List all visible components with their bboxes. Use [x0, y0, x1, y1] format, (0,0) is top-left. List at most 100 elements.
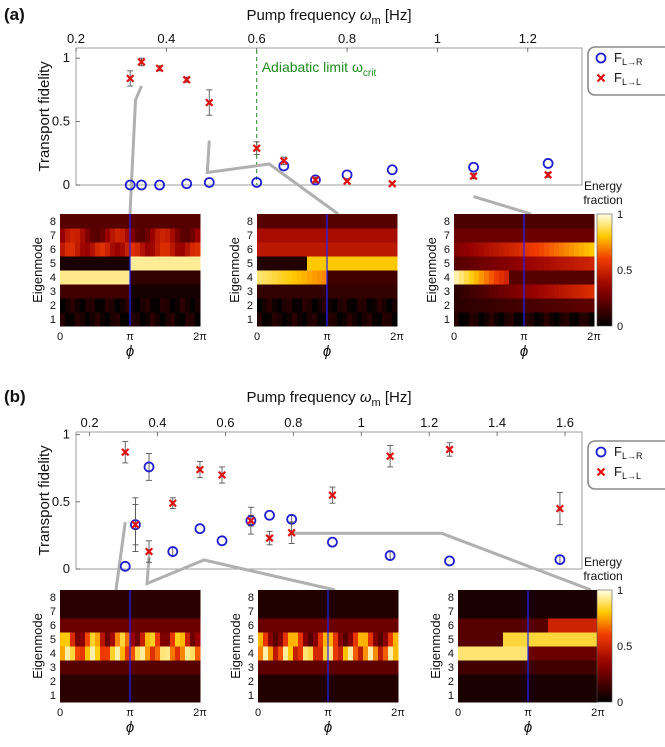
- heatmap-cell: [120, 214, 126, 229]
- heatmap-cell: [499, 298, 505, 313]
- heatmap-cell: [262, 242, 268, 257]
- heatmap-cell: [95, 590, 101, 605]
- heatmap-cell: [105, 646, 111, 661]
- heatmap-cell: [539, 270, 545, 285]
- heatmap-cell: [383, 604, 389, 619]
- heatmap-y-tick-label: 6: [248, 620, 254, 632]
- heatmap-cell: [268, 632, 274, 647]
- heatmap-cell: [363, 660, 369, 675]
- heatmap-cell: [373, 590, 379, 605]
- heatmap-cell: [534, 312, 540, 327]
- heatmap-cell: [558, 618, 564, 633]
- heatmap-cell: [130, 674, 136, 689]
- heatmap-cell: [332, 214, 338, 229]
- data-point-circle: [310, 174, 321, 186]
- heatmap-cell: [549, 214, 555, 229]
- heatmap-cell: [544, 312, 550, 327]
- heatmap-cell: [185, 214, 191, 229]
- heatmap-cell: [85, 228, 91, 243]
- legend-circle-marker: [595, 52, 607, 64]
- heatmap-cell: [463, 660, 469, 675]
- y-tick-label: 1: [63, 50, 70, 65]
- heatmap-cell: [90, 256, 96, 271]
- heatmap-cell: [372, 298, 378, 313]
- heatmap-cell: [95, 618, 101, 633]
- legend-label-sub: L→R: [622, 451, 643, 461]
- heatmap-cell: [333, 590, 339, 605]
- heatmap-cell: [469, 256, 475, 271]
- heatmap-cell: [175, 270, 181, 285]
- heatmap-cell: [90, 618, 96, 633]
- heatmap-cell: [65, 660, 71, 675]
- heatmap-cell: [484, 256, 490, 271]
- heatmap-cell: [392, 242, 398, 257]
- heatmap-cell: [282, 256, 288, 271]
- heatmap-cell: [100, 298, 106, 313]
- heatmap-cell: [378, 618, 384, 633]
- x-tick-label: 0.2: [67, 31, 85, 46]
- heatmap-cell: [514, 214, 520, 229]
- heatmap-x-tick-label: π: [324, 707, 332, 719]
- heatmap-cell: [185, 256, 191, 271]
- heatmap-cell: [468, 632, 474, 647]
- heatmap-cell: [120, 604, 126, 619]
- data-point-circle: [203, 177, 215, 188]
- heatmap-cell: [508, 688, 514, 703]
- heatmap-cell: [363, 618, 369, 633]
- heatmap-cell: [65, 312, 71, 327]
- heatmap-cell: [563, 632, 569, 647]
- heatmap-cell: [60, 270, 66, 285]
- heatmap-y-tick-label: 3: [444, 286, 450, 298]
- heatmap-cell: [190, 618, 196, 633]
- heatmap-cell: [115, 284, 121, 299]
- colorbar-bar: [596, 213, 613, 327]
- heatmap-cell: [80, 228, 86, 243]
- heatmap-cell: [338, 632, 344, 647]
- data-point-circle: [251, 177, 263, 188]
- heatmap-cell: [130, 632, 136, 647]
- series-l-to-r: [124, 158, 554, 191]
- heatmap-cell: [125, 688, 131, 703]
- heatmap-cell: [273, 646, 279, 661]
- heatmap-cell: [538, 660, 544, 675]
- x-axis-label: Pump frequency ωm [Hz]: [246, 389, 411, 409]
- heatmap-cell: [368, 674, 374, 689]
- heatmap-cell: [578, 590, 584, 605]
- heatmap-cell: [293, 632, 299, 647]
- heatmap-cell: [65, 674, 71, 689]
- heatmap-cell: [328, 646, 334, 661]
- heatmap-cell: [589, 228, 595, 243]
- heatmap-cell: [100, 312, 106, 327]
- heatmap-cell: [573, 632, 579, 647]
- heatmap-cell: [90, 214, 96, 229]
- heatmap-cell: [273, 674, 279, 689]
- heatmap-cell: [60, 298, 66, 313]
- data-point-circle: [468, 161, 479, 173]
- heatmap-cell: [175, 214, 181, 229]
- heatmap-cell: [373, 632, 379, 647]
- heatmap-x-tick-label: 0: [254, 331, 260, 343]
- heatmap-cell: [459, 228, 465, 243]
- heatmap-cell: [170, 590, 176, 605]
- heatmap-cell: [105, 214, 111, 229]
- heatmap-cell: [489, 228, 495, 243]
- heatmap-cell: [85, 270, 91, 285]
- legend-entry: FL→L: [614, 70, 641, 87]
- heatmap-cell: [353, 604, 359, 619]
- heatmap-cell: [338, 660, 344, 675]
- heatmap-x-tick-label: 0: [255, 707, 261, 719]
- heatmap-cell: [180, 632, 186, 647]
- data-point-circle: [194, 523, 206, 535]
- heatmap-cell: [372, 270, 378, 285]
- heatmap-cell: [563, 660, 569, 675]
- heatmap-cell: [469, 242, 475, 257]
- heatmap-cell: [115, 242, 121, 257]
- panel-label: (a): [4, 5, 25, 24]
- heatmap-cell: [150, 674, 156, 689]
- heatmap-cell: [150, 688, 156, 703]
- heatmap-cell: [574, 256, 580, 271]
- heatmap-cell: [258, 660, 264, 675]
- heatmap-cell: [534, 242, 540, 257]
